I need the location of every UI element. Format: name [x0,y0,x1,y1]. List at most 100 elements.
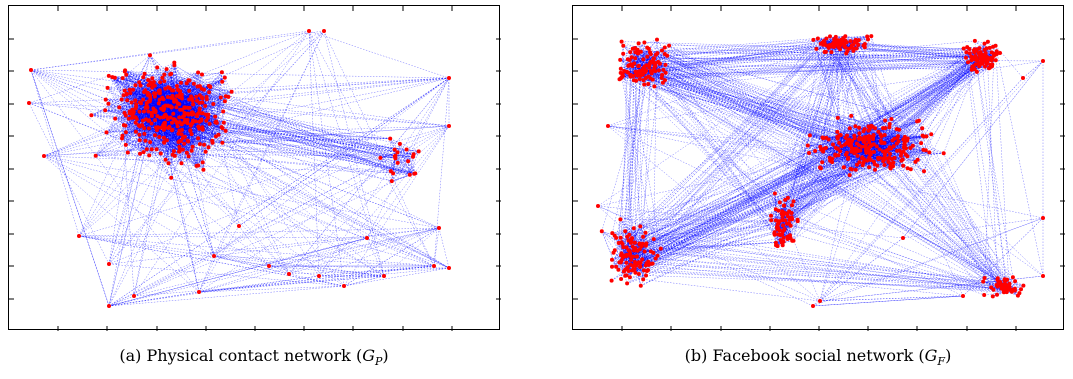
network-node [923,148,928,153]
network-node [646,74,651,79]
network-node [163,157,168,162]
network-node [175,124,180,129]
network-node [642,249,647,254]
network-node [138,151,142,156]
network-node [663,78,667,83]
network-node [892,155,897,160]
network-node [641,234,646,239]
network-node [142,131,147,136]
network-node [995,292,999,297]
network-node [824,43,829,48]
network-node [152,94,157,99]
network-node [643,263,648,268]
network-node [641,268,646,273]
network-node [190,144,195,149]
network-node [614,264,619,269]
network-node [878,132,883,137]
network-node [650,261,655,266]
network-node [1019,287,1023,292]
network-node [1021,76,1025,80]
caption-a-symbol: G [362,346,375,365]
network-node [407,172,412,177]
network-node [103,108,108,113]
network-node [643,230,648,235]
network-node [869,34,874,39]
network-node [237,224,241,228]
network-node [120,136,124,141]
network-node [165,95,170,99]
network-node [155,114,160,119]
network-node [177,102,182,107]
network-node [148,53,152,58]
edge-lines [28,30,450,307]
network-node [153,110,158,115]
caption-a-close: ) [382,346,389,365]
network-node [1012,286,1017,291]
network-node [857,135,862,140]
network-node [982,47,987,52]
network-node [867,140,872,145]
network-node [121,93,126,98]
network-node [636,41,641,46]
network-node [621,269,626,274]
network-node [658,246,663,251]
network-node [790,203,794,208]
network-node [621,43,626,48]
network-node [785,237,790,241]
network-node [882,163,887,167]
network-node [787,217,792,222]
network-node [985,39,990,44]
network-node [887,122,892,126]
network-node [663,62,668,67]
network-node [891,160,896,165]
network-node [640,241,645,246]
network-node [447,124,451,128]
network-node [811,304,815,308]
network-node [612,233,617,238]
network-node [191,118,195,123]
network-node [973,62,978,67]
network-node [922,169,926,174]
network-node [813,149,818,153]
network-node [881,159,886,164]
network-node [219,125,224,130]
network-node [638,265,643,269]
network-node [897,148,902,153]
network-node [833,152,838,157]
network-node [843,135,848,140]
network-node [861,156,866,161]
network-node [657,61,662,66]
network-node [182,134,187,139]
facebook-social-network-plot [572,5,1065,331]
network-node [626,63,631,68]
network-node [220,79,225,84]
network-node [773,218,778,223]
network-node [837,43,842,48]
network-node [853,167,858,172]
network-node [182,141,187,146]
network-node [964,50,969,55]
network-node [42,154,46,158]
network-node [848,39,853,44]
network-node [632,267,637,272]
network-node [634,254,639,259]
network-node [161,135,166,140]
network-node [154,147,159,152]
network-node [652,66,657,71]
network-node [655,37,659,42]
network-node [647,63,652,68]
network-node [645,269,649,273]
network-node [141,97,146,102]
network-node [378,155,383,160]
network-node [186,154,191,159]
network-node [780,214,785,219]
network-node [200,160,205,165]
network-node [905,154,910,159]
network-node [896,139,901,144]
network-node [191,102,196,107]
network-node [158,151,163,156]
network-node [781,235,786,240]
network-node [165,117,170,121]
network-node [133,129,138,134]
network-node [162,106,167,111]
